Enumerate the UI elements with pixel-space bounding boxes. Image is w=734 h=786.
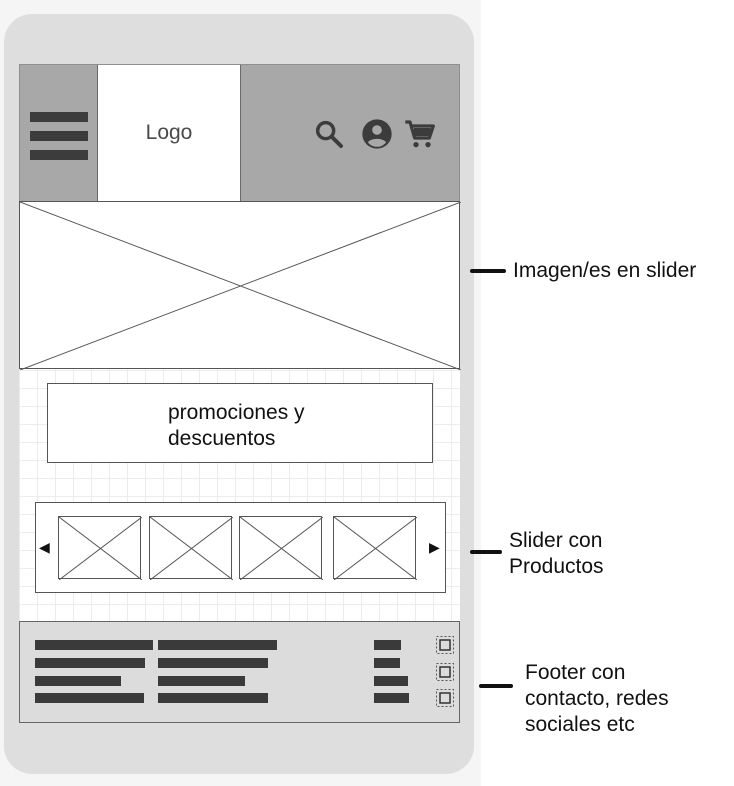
annotation-footer-line2: contacto, redes: [525, 687, 669, 710]
annotation-pointer: [479, 684, 513, 688]
promotions-box[interactable]: promociones y descuentos: [47, 383, 433, 463]
footer-link-placeholder[interactable]: [158, 676, 245, 686]
hamburger-menu-icon[interactable]: [30, 112, 88, 160]
social-icon-2[interactable]: [436, 663, 454, 681]
hero-image-slider[interactable]: [19, 201, 461, 370]
search-icon[interactable]: [313, 118, 345, 150]
logo[interactable]: Logo: [97, 65, 241, 201]
social-icon-3[interactable]: [436, 689, 454, 707]
slider-next-arrow[interactable]: ▶: [429, 539, 440, 555]
site-footer: [19, 621, 460, 723]
promotions-text: promociones y descuentos: [168, 401, 305, 450]
product-slider: ◀ ▶: [35, 502, 446, 593]
footer-link-placeholder[interactable]: [374, 693, 409, 703]
footer-link-placeholder[interactable]: [158, 693, 268, 703]
footer-link-placeholder[interactable]: [374, 658, 400, 668]
annotation-footer-line1: Footer con: [525, 661, 626, 684]
annotation-product-slider: Slider con Productos: [509, 528, 604, 580]
annotation-pointer: [470, 550, 502, 554]
product-image-1[interactable]: [58, 516, 142, 580]
slider-prev-arrow[interactable]: ◀: [39, 539, 50, 555]
footer-link-placeholder[interactable]: [158, 658, 268, 668]
site-header: Logo: [19, 64, 460, 202]
footer-link-placeholder[interactable]: [35, 640, 153, 650]
annotation-pointer: [470, 269, 506, 273]
annotation-footer: Footer con contacto, redes sociales etc: [525, 660, 669, 738]
annotation-product-slider-line2: Productos: [509, 555, 604, 578]
footer-link-placeholder[interactable]: [158, 640, 277, 650]
footer-link-placeholder[interactable]: [374, 676, 408, 686]
social-icon-1[interactable]: [436, 636, 454, 654]
annotation-hero-slider: Imagen/es en slider: [513, 259, 697, 282]
product-image-4[interactable]: [333, 516, 417, 580]
footer-link-placeholder[interactable]: [35, 693, 144, 703]
footer-link-placeholder[interactable]: [374, 640, 401, 650]
product-image-3[interactable]: [239, 516, 323, 580]
annotation-footer-line3: sociales etc: [525, 713, 635, 736]
image-placeholder-icon: [20, 202, 461, 370]
annotation-product-slider-line1: Slider con: [509, 529, 603, 552]
product-image-2[interactable]: [149, 516, 233, 580]
account-icon[interactable]: [361, 118, 393, 150]
cart-icon[interactable]: [404, 118, 436, 150]
footer-link-placeholder[interactable]: [35, 658, 145, 668]
footer-link-placeholder[interactable]: [35, 676, 121, 686]
logo-text: Logo: [145, 121, 193, 144]
